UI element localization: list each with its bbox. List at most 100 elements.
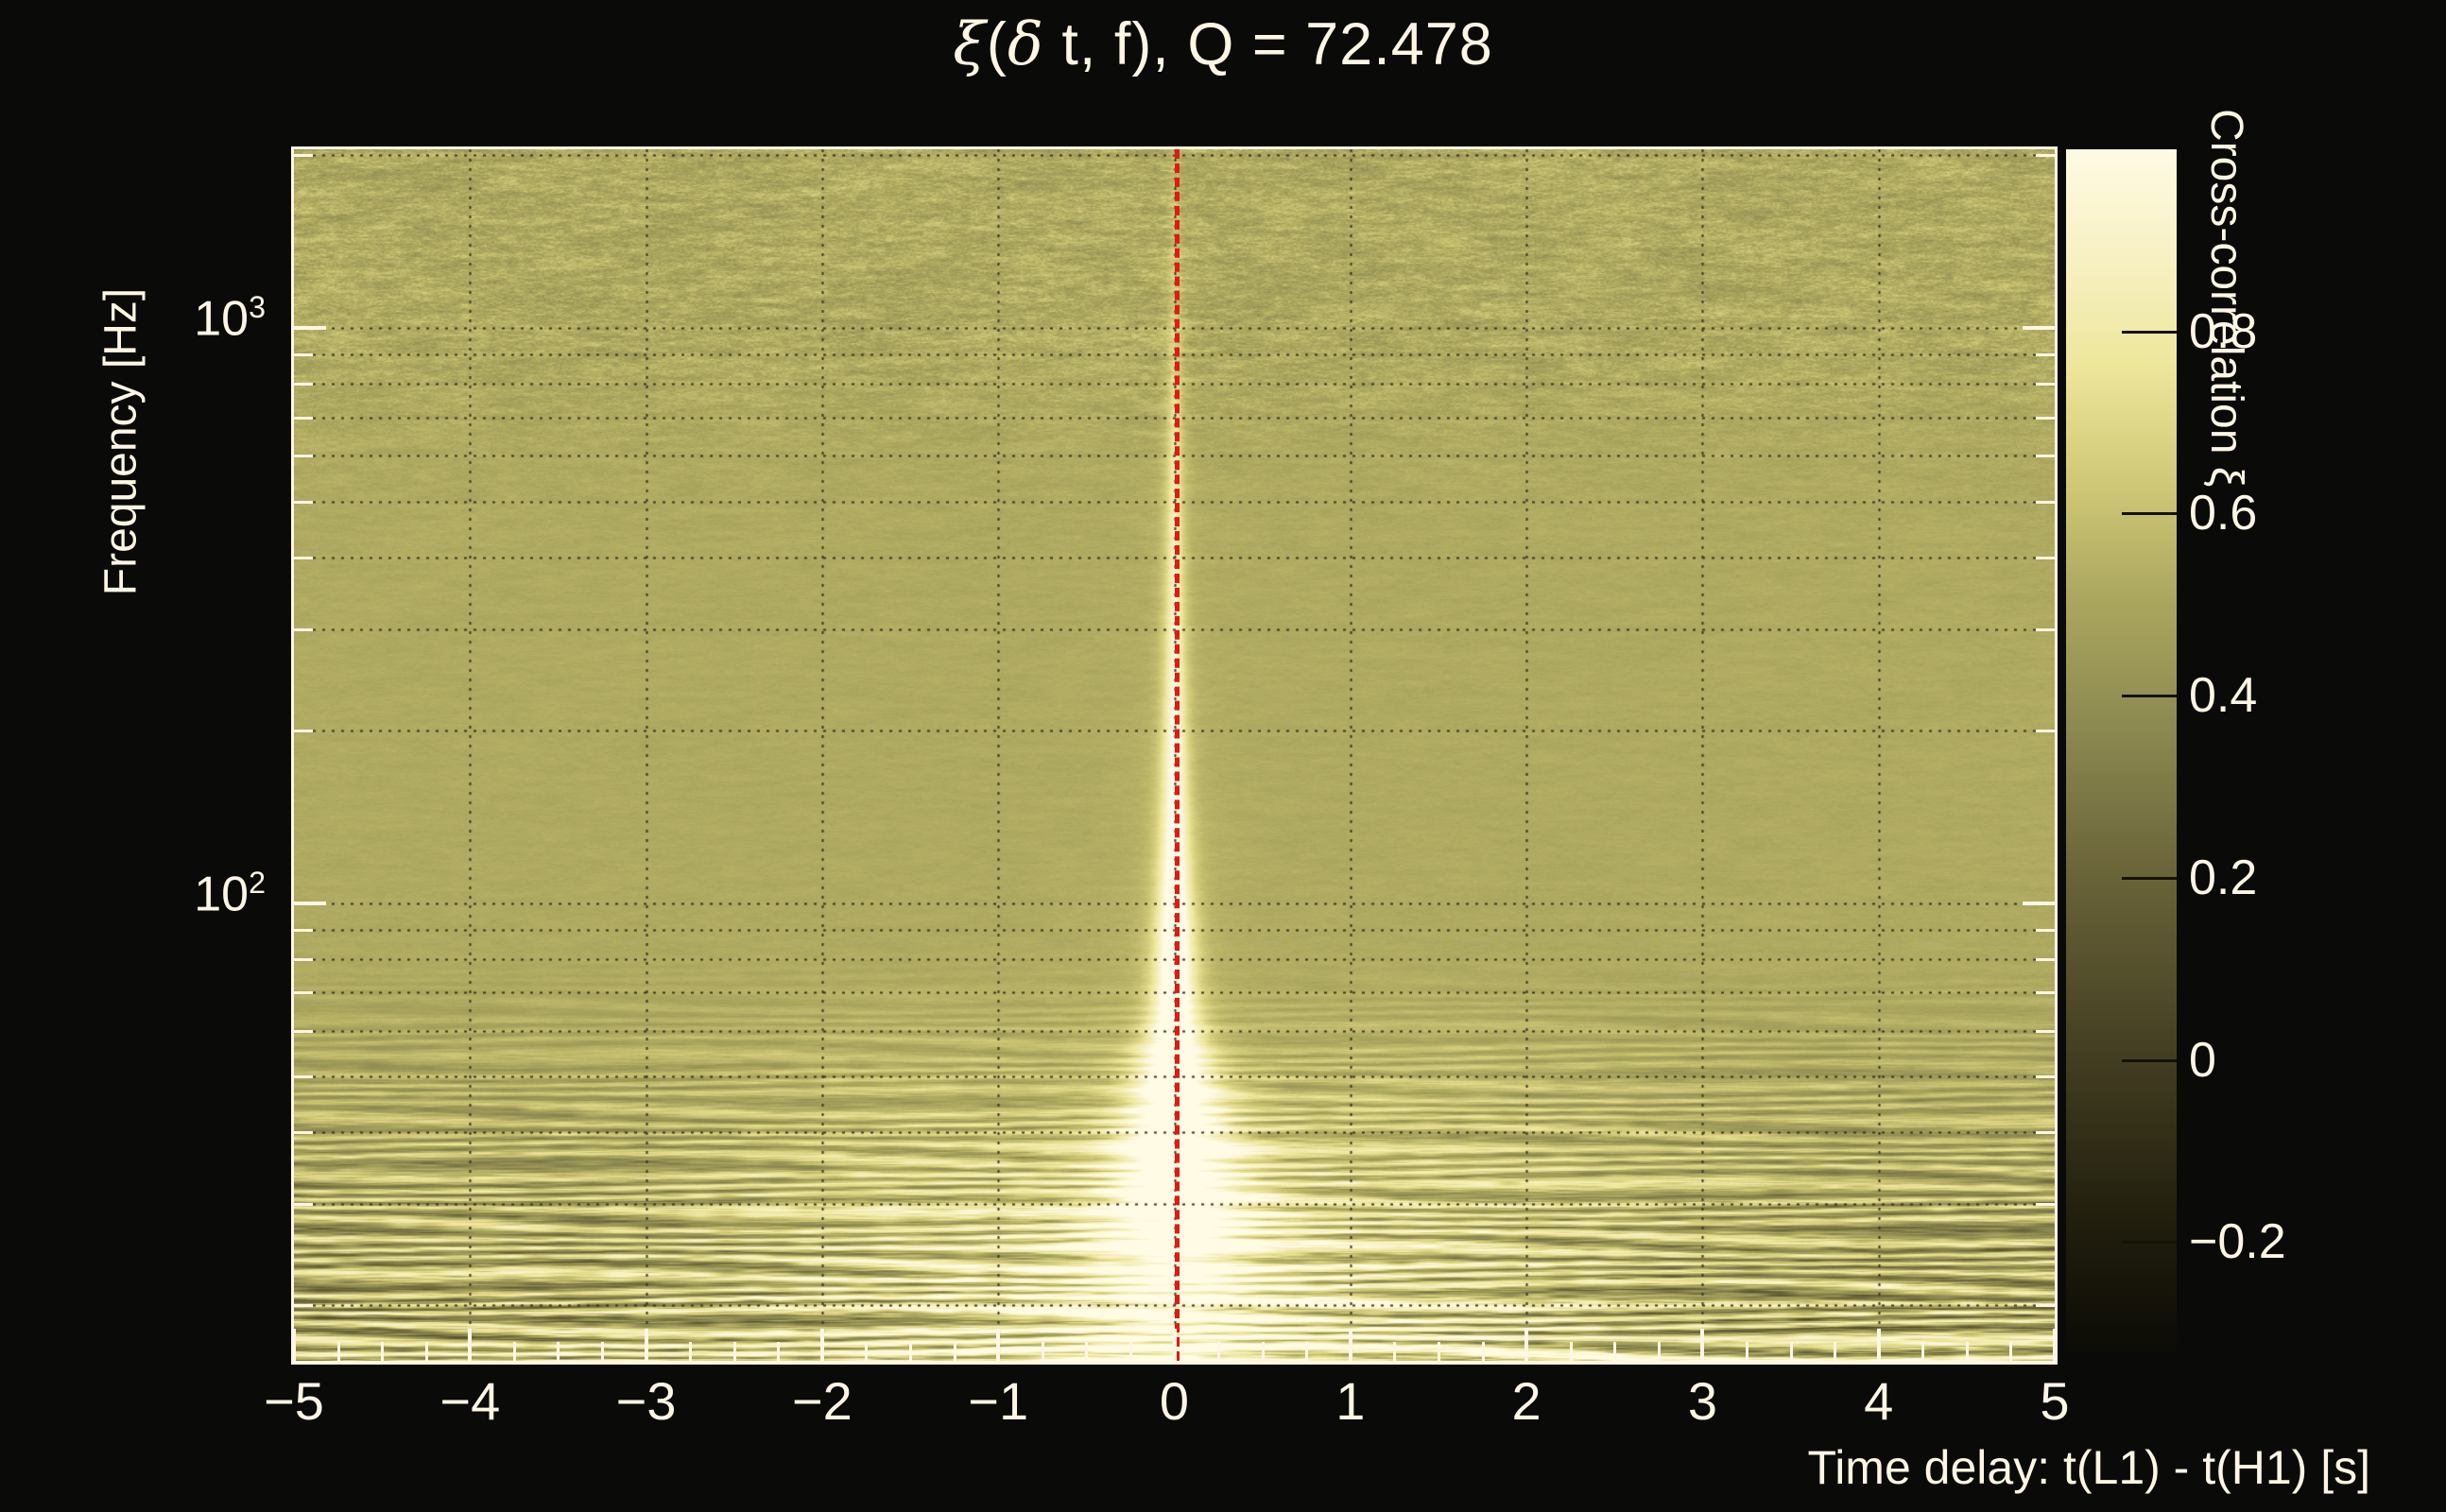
plot-frame-bottom [291, 1361, 2058, 1365]
x-tick-minor [381, 1342, 385, 1361]
x-tick-label: 0 [1159, 1371, 1190, 1431]
y-tick-minor-right [2036, 500, 2055, 504]
x-tick-label: −3 [615, 1371, 677, 1431]
x-tick-minor [1085, 1342, 1089, 1361]
x-tick-minor [557, 1342, 560, 1361]
title-rest: t, f), Q = 72.478 [1043, 11, 1493, 77]
colorbar-tick-label: 0.4 [2189, 668, 2258, 724]
y-tick-minor [294, 556, 313, 559]
y-tick-minor [294, 729, 313, 732]
x-tick-minor [1305, 1342, 1309, 1361]
y-tick-minor-right [2036, 556, 2055, 559]
y-tick-minor [294, 991, 313, 995]
y-tick-minor [294, 353, 313, 357]
x-tick-label: 1 [1335, 1371, 1366, 1431]
x-tick-major [1172, 1329, 1177, 1361]
x-tick-minor [2009, 1342, 2013, 1361]
y-tick-minor-right [2036, 154, 2055, 158]
y-tick-minor [294, 416, 313, 420]
title-xi-symbol: ξ [953, 9, 987, 78]
y-tick-minor-right [2036, 353, 2055, 357]
x-tick-minor [1834, 1342, 1837, 1361]
y-tick-minor [294, 1074, 313, 1078]
x-tick-minor [909, 1342, 913, 1361]
x-tick-minor [865, 1342, 869, 1361]
x-tick-major [292, 1329, 296, 1361]
x-tick-major [1348, 1329, 1352, 1361]
y-tick-minor [294, 455, 313, 458]
colorbar-tick [2122, 330, 2177, 334]
zero-delay-marker-line [1174, 149, 1180, 1361]
x-tick-minor [953, 1342, 956, 1361]
colorbar-label: Cross-correlation ξ [2201, 109, 2251, 488]
y-tick-minor [294, 500, 313, 504]
y-tick-minor [294, 928, 313, 932]
x-tick-label: −4 [439, 1371, 501, 1431]
y-tick-minor-right [2036, 455, 2055, 458]
colorbar-tick-label: 0.8 [2189, 303, 2258, 359]
spectrogram-plot-area[interactable] [294, 149, 2055, 1361]
x-tick-label: −5 [264, 1371, 324, 1431]
y-tick-major [294, 326, 326, 331]
x-tick-major [468, 1329, 473, 1361]
y-tick-minor-right [2036, 416, 2055, 420]
y-tick-minor [294, 1130, 313, 1134]
colorbar-tick-label: 0.6 [2189, 486, 2258, 541]
x-tick-minor [1041, 1342, 1044, 1361]
x-tick-major [2053, 1329, 2057, 1361]
colorbar-tick-label: −0.2 [2189, 1214, 2286, 1270]
colorbar-gradient [2066, 149, 2177, 1351]
y-tick-label: 103 [194, 290, 266, 347]
x-tick-minor [777, 1342, 781, 1361]
x-tick-minor [1613, 1342, 1617, 1361]
y-tick-minor-right [2036, 383, 2055, 387]
x-tick-minor [1789, 1342, 1793, 1361]
y-tick-minor-right [2036, 1304, 2055, 1308]
plot-frame-top [291, 146, 2058, 149]
y-tick-label: 102 [194, 865, 266, 922]
x-tick-minor [689, 1342, 693, 1361]
colorbar-tick [2122, 1058, 2177, 1062]
y-tick-minor-right [2036, 627, 2055, 631]
plot-frame-left [291, 149, 294, 1361]
x-tick-minor [1393, 1342, 1397, 1361]
y-tick-minor [294, 627, 313, 631]
x-tick-minor [1657, 1342, 1661, 1361]
colorbar[interactable] [2066, 149, 2177, 1351]
x-tick-major [819, 1329, 824, 1361]
x-tick-label: 2 [1511, 1371, 1542, 1431]
y-tick-minor-right [2036, 928, 2055, 932]
x-tick-minor [1217, 1342, 1221, 1361]
y-tick-minor-right [2036, 1202, 2055, 1206]
y-tick-minor [294, 1202, 313, 1206]
x-tick-minor [424, 1342, 428, 1361]
y-tick-minor-right [2036, 729, 2055, 732]
x-tick-minor [1569, 1342, 1573, 1361]
y-tick-minor [294, 1029, 313, 1033]
x-tick-major [644, 1329, 648, 1361]
y-tick-major [294, 901, 326, 905]
colorbar-tick-label: 0.2 [2189, 850, 2258, 905]
x-tick-label: 5 [2040, 1371, 2070, 1431]
y-tick-major-right [2023, 901, 2055, 905]
x-tick-major [1876, 1329, 1881, 1361]
x-tick-label: 4 [1864, 1371, 1894, 1431]
plot-frame-right [2055, 149, 2058, 1361]
y-tick-minor-right [2036, 1074, 2055, 1078]
chart-title: ξ(δ t, f), Q = 72.478 [0, 9, 2446, 78]
x-tick-minor [732, 1342, 736, 1361]
y-tick-major-right [2023, 326, 2055, 331]
colorbar-tick [2122, 1241, 2177, 1245]
title-delta-symbol: δ [1007, 9, 1044, 78]
title-paren-open: ( [986, 11, 1008, 77]
x-tick-label: 3 [1687, 1371, 1717, 1431]
y-tick-minor [294, 383, 313, 387]
x-tick-major [1524, 1329, 1529, 1361]
x-tick-minor [1481, 1342, 1485, 1361]
colorbar-tick [2122, 876, 2177, 880]
x-tick-minor [601, 1342, 605, 1361]
x-tick-minor [512, 1342, 516, 1361]
x-tick-minor [1745, 1342, 1748, 1361]
x-tick-major [996, 1329, 1001, 1361]
